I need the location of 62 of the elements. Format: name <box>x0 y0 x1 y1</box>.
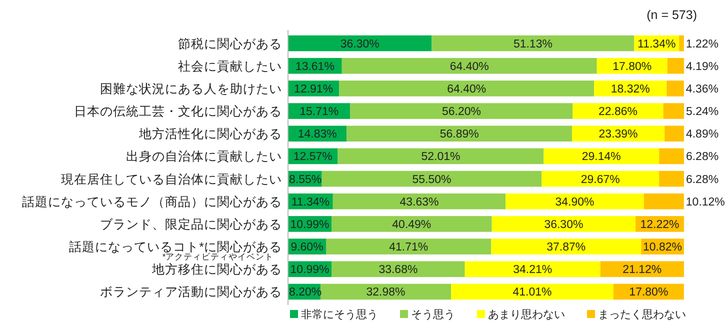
data-label: 21.12% <box>622 264 662 276</box>
data-label: 56.89% <box>440 128 479 141</box>
data-label: 34.21% <box>513 264 552 276</box>
y-tick-label: 節税に関心がある <box>178 36 282 51</box>
data-label: 12.91% <box>294 83 334 96</box>
legend-label: そう思う <box>411 309 455 321</box>
legend-label: まったく思わない <box>598 309 686 321</box>
data-label: 11.34% <box>291 196 330 208</box>
data-label: 9.60% <box>290 242 324 254</box>
data-label: 17.80% <box>629 286 668 299</box>
data-label: 1.22% <box>686 38 719 50</box>
data-label: 33.68% <box>378 264 418 276</box>
data-label: 6.28% <box>686 151 719 164</box>
data-label: 52.01% <box>421 151 460 164</box>
y-tick-label: 話題になっているモノ（商品）に関心がある <box>22 194 282 209</box>
legend-label: あまり思わない <box>488 309 565 321</box>
data-label: 5.24% <box>686 106 719 118</box>
data-label: 8.55% <box>289 174 322 186</box>
data-label: 34.90% <box>555 196 594 208</box>
data-label: 10.99% <box>290 264 330 276</box>
data-label: 36.30% <box>544 218 584 231</box>
data-label: 36.30% <box>340 38 380 50</box>
data-label: 15.71% <box>300 106 339 118</box>
data-label: 32.98% <box>366 286 406 299</box>
data-label: 10.12% <box>686 196 725 208</box>
legend-label: 非常にそう思う <box>301 308 378 321</box>
data-label: 14.83% <box>298 128 337 141</box>
data-label: 10.82% <box>643 242 682 254</box>
data-label: 22.86% <box>598 106 638 118</box>
y-tick-label: 出身の自治体に貢献したい <box>126 150 282 164</box>
data-label: 12.57% <box>293 151 332 164</box>
data-label: 40.49% <box>392 218 432 231</box>
y-tick-label: 現在居住している自治体に貢献したい <box>61 172 282 186</box>
y-tick-label: 困難な状況にある人を助けたい <box>100 82 282 96</box>
data-label: 4.36% <box>686 83 719 96</box>
y-tick-label: 地方移住に関心がある <box>151 262 282 277</box>
data-label: 12.22% <box>640 218 680 231</box>
data-label: 4.89% <box>686 128 719 141</box>
y-tick-label: 社会に貢献したい <box>178 59 282 74</box>
data-label: 13.61% <box>295 60 334 73</box>
data-label: 56.20% <box>442 106 481 118</box>
data-label: 11.34% <box>638 38 676 50</box>
data-label: 18.32% <box>610 83 650 96</box>
data-label: 6.28% <box>686 174 719 186</box>
y-tick-label: ボランティア活動に関心がある <box>100 284 282 300</box>
data-label: 43.63% <box>400 196 439 208</box>
data-label: 64.40% <box>450 60 489 73</box>
data-label: 29.14% <box>582 151 621 164</box>
data-label: 23.39% <box>598 128 638 141</box>
data-label: 55.50% <box>412 174 452 186</box>
data-label: 51.13% <box>513 38 552 50</box>
data-label: 29.67% <box>580 174 620 186</box>
data-label: 41.71% <box>389 242 428 254</box>
data-label: 17.80% <box>612 60 652 73</box>
text: (n = 573) <box>646 8 697 22</box>
y-tick-label: 地方活性化に関心がある <box>138 126 282 142</box>
data-label: 4.19% <box>686 60 719 73</box>
y-tick-label: ブランド、限定品に関心がある <box>100 216 282 232</box>
data-label: 41.01% <box>512 286 552 299</box>
data-label: 37.87% <box>546 242 586 254</box>
y-tick-label: 日本の伝統工芸・文化に関心がある <box>74 104 282 119</box>
data-label: 64.40% <box>447 83 486 96</box>
